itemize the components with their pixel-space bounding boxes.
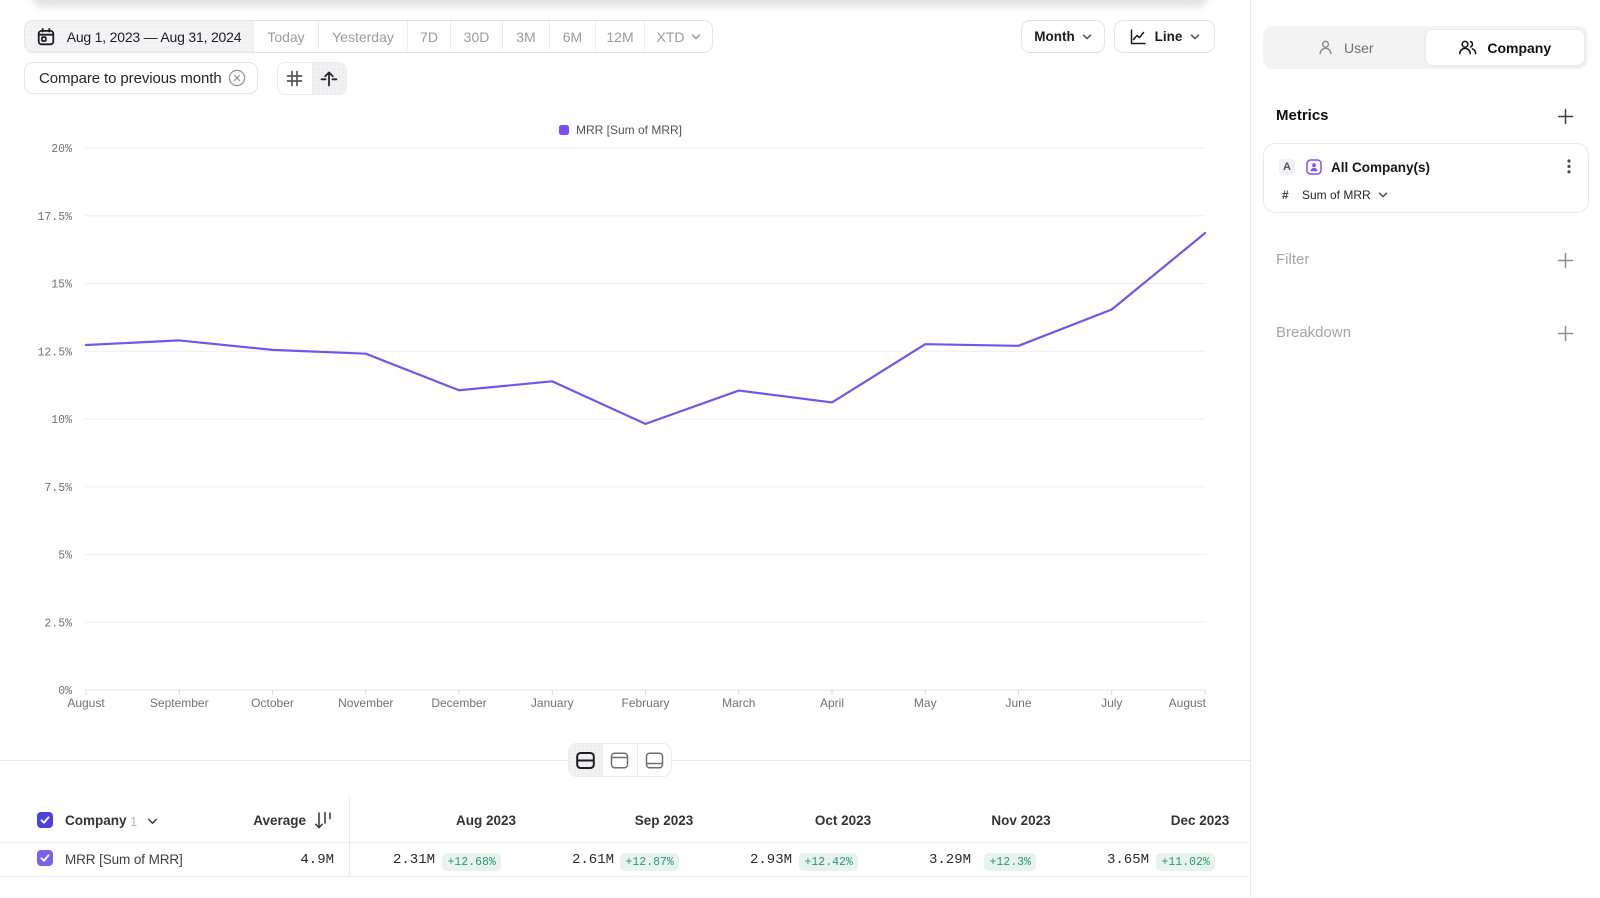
svg-text:January: January [531, 696, 574, 710]
svg-text:June: June [1005, 696, 1031, 710]
svg-text:May: May [914, 696, 937, 710]
svg-text:March: March [722, 696, 755, 710]
svg-text:October: October [251, 696, 294, 710]
svg-text:0%: 0% [58, 685, 72, 698]
svg-text:2.5%: 2.5% [44, 617, 72, 630]
svg-text:12.5%: 12.5% [37, 346, 72, 359]
svg-text:July: July [1101, 696, 1122, 710]
svg-text:5%: 5% [58, 550, 72, 563]
svg-text:November: November [338, 696, 393, 710]
svg-text:December: December [431, 696, 486, 710]
svg-text:20%: 20% [51, 143, 72, 156]
svg-text:7.5%: 7.5% [44, 482, 72, 495]
svg-text:August: August [67, 696, 105, 710]
svg-text:17.5%: 17.5% [37, 211, 72, 224]
svg-text:15%: 15% [51, 279, 72, 292]
svg-text:February: February [621, 696, 669, 710]
svg-text:10%: 10% [51, 414, 72, 427]
svg-text:August: August [1169, 696, 1207, 710]
svg-text:September: September [150, 696, 209, 710]
svg-text:April: April [820, 696, 844, 710]
